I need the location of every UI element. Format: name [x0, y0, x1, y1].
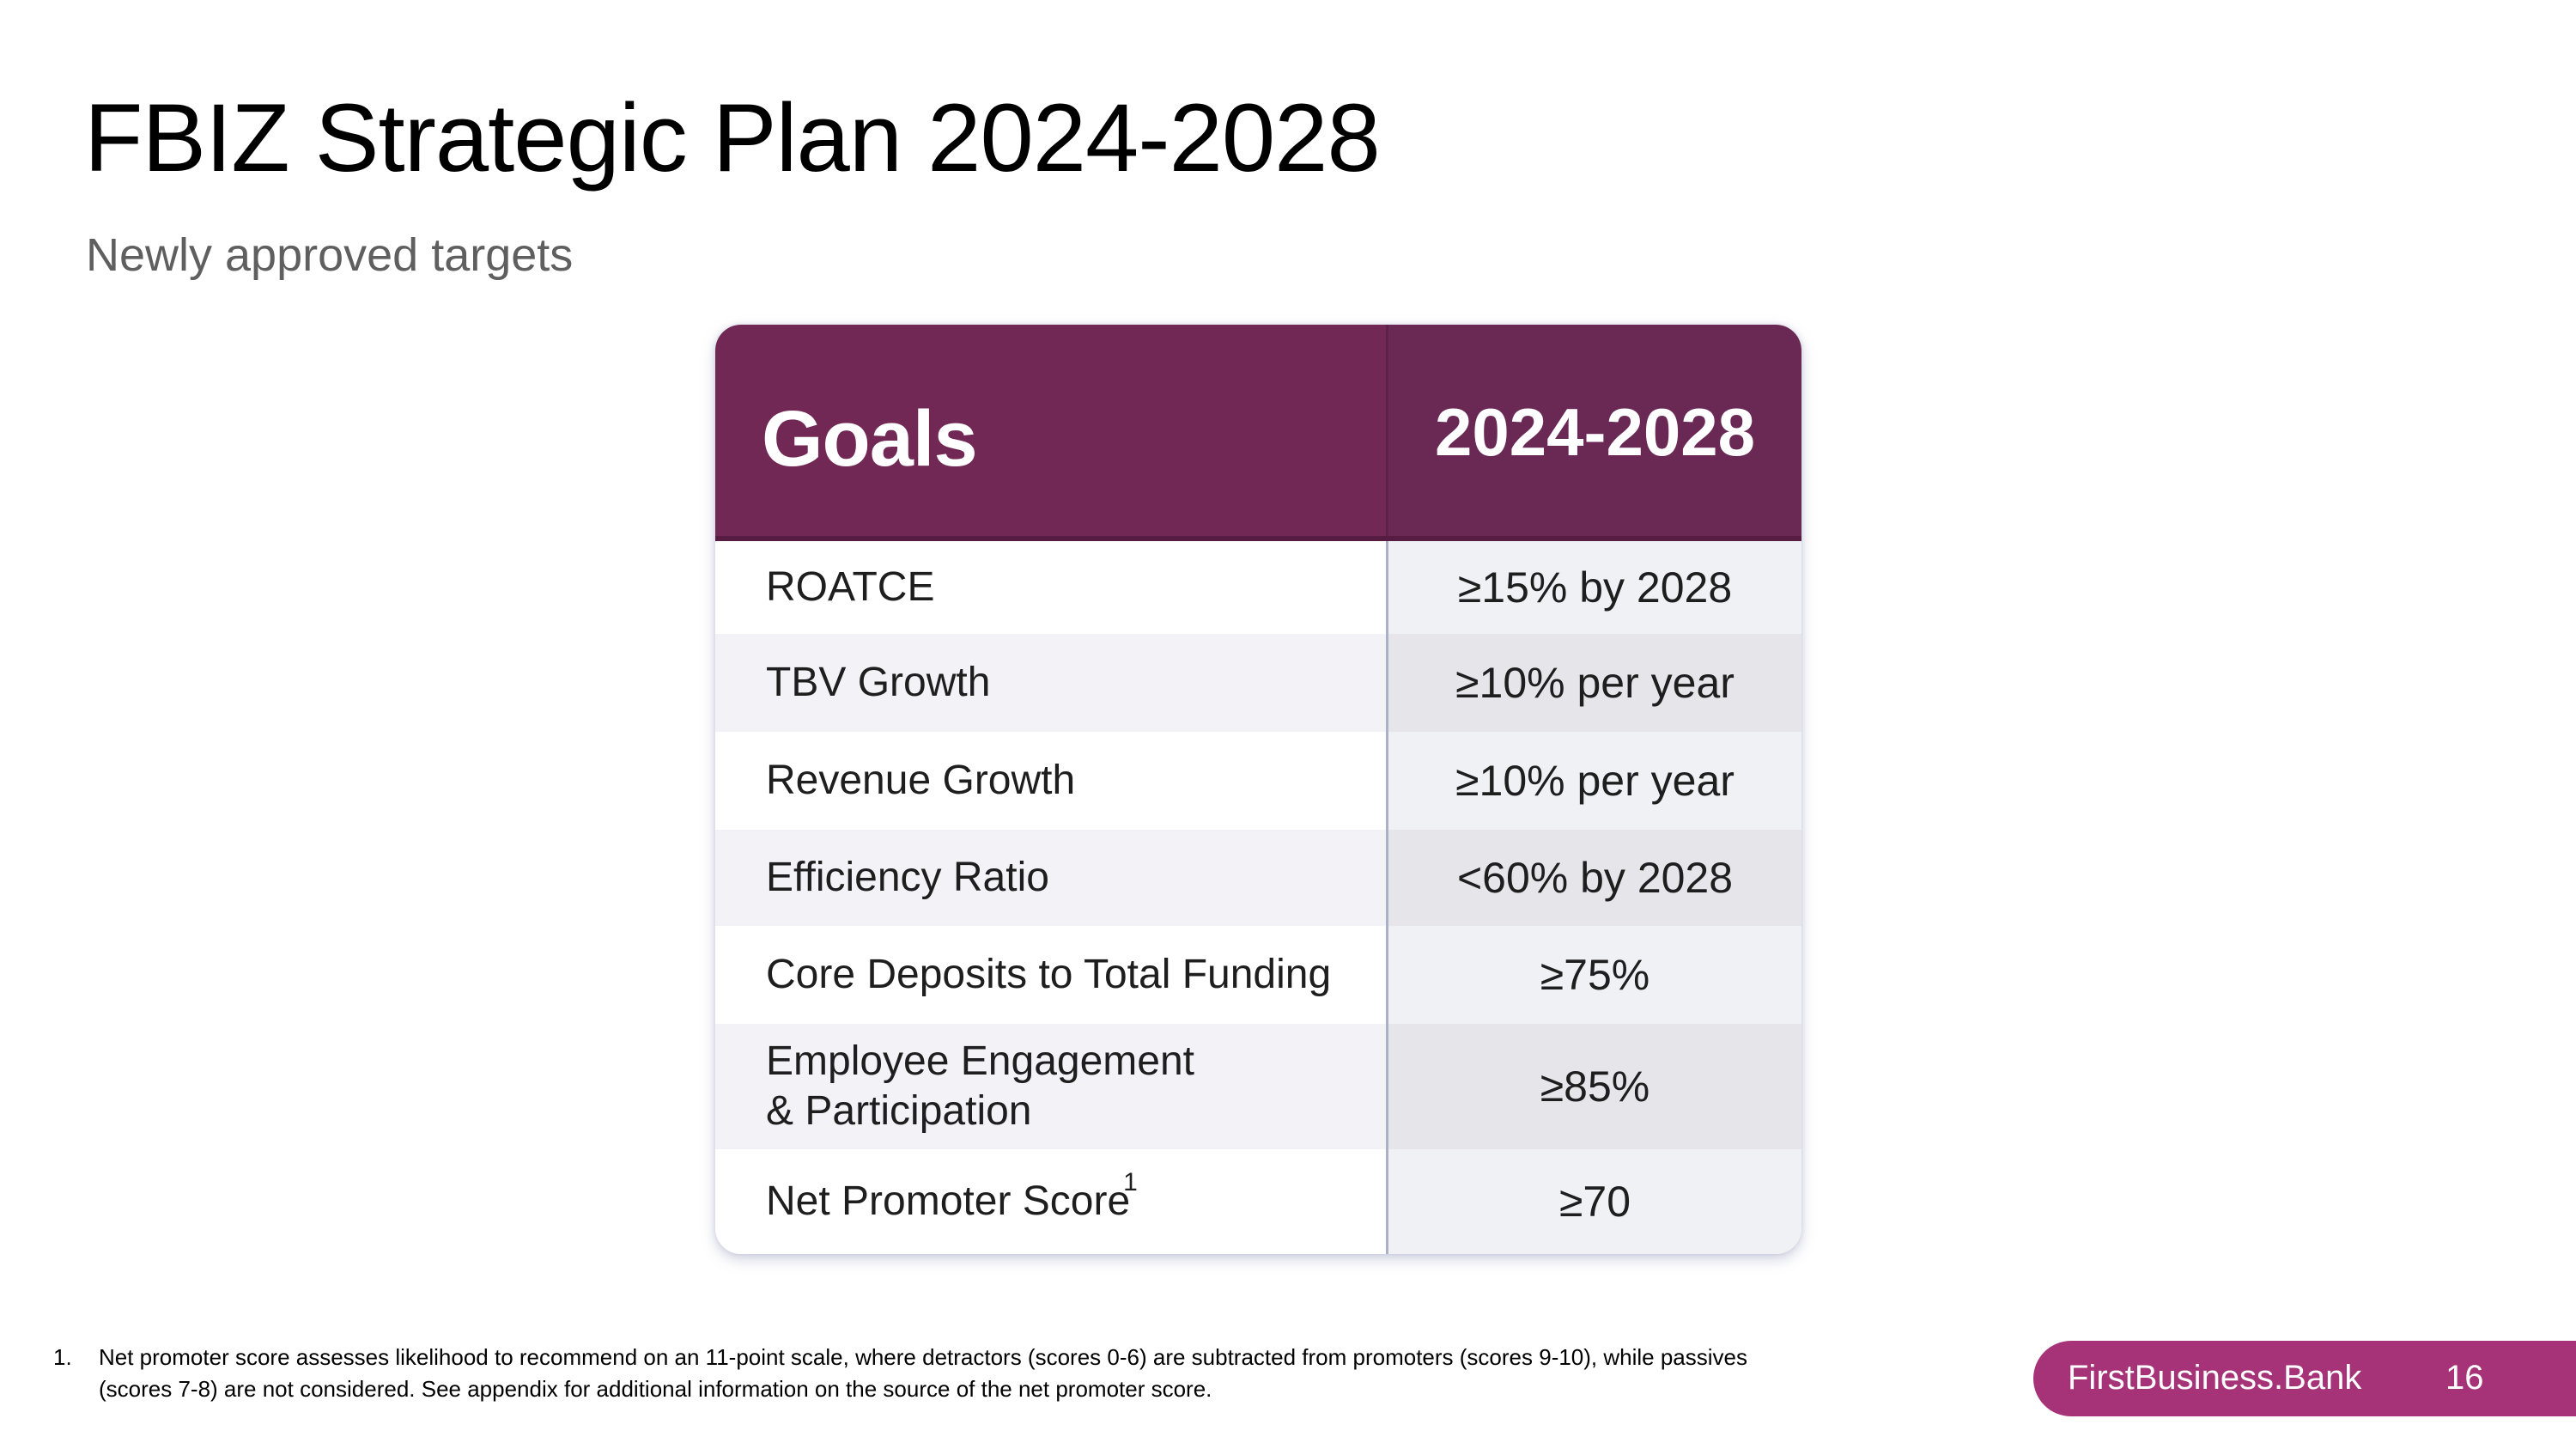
goal-target: ≥15% by 2028 — [1386, 541, 1801, 634]
table-row-employee-engagement: Employee Engagement & Participation ≥85% — [715, 1024, 1801, 1149]
goal-name: Revenue Growth — [715, 732, 1386, 830]
slide-subtitle: Newly approved targets — [86, 229, 574, 281]
footnote-line-2: (scores 7-8) are not considered. See app… — [99, 1376, 1212, 1402]
table-row-net-promoter-score: Net Promoter Score 1 ≥70 — [715, 1149, 1801, 1254]
footnote-line-1: Net promoter score assesses likelihood t… — [99, 1344, 1748, 1370]
goals-table: Goals 2024-2028 ROATCE ≥15% by 2028 TBV … — [715, 325, 1801, 1254]
table-body: ROATCE ≥15% by 2028 TBV Growth ≥10% per … — [715, 541, 1801, 1254]
footnote-number: 1. — [53, 1344, 72, 1370]
goal-name-text: Net Promoter Score — [766, 1178, 1131, 1224]
table-row-roatce: ROATCE ≥15% by 2028 — [715, 541, 1801, 634]
footnote: 1. Net promoter score assesses likelihoo… — [53, 1342, 1942, 1405]
goal-target: ≥70 — [1386, 1149, 1801, 1254]
table-row-core-deposits: Core Deposits to Total Funding ≥75% — [715, 926, 1801, 1024]
header-cell-period: 2024-2028 — [1386, 325, 1801, 541]
goal-target: ≥75% — [1386, 926, 1801, 1024]
goal-target: ≥10% per year — [1386, 732, 1801, 830]
goal-name: ROATCE — [715, 541, 1386, 634]
goal-name-line2: & Participation — [766, 1088, 1032, 1134]
header-period-label: 2024-2028 — [1434, 394, 1755, 470]
footnote-reference: 1 — [1123, 1168, 1138, 1196]
table-row-efficiency-ratio: Efficiency Ratio <60% by 2028 — [715, 830, 1801, 926]
table-header: Goals 2024-2028 — [715, 325, 1801, 541]
goal-target: ≥85% — [1386, 1024, 1801, 1149]
goal-target: <60% by 2028 — [1386, 830, 1801, 926]
header-cell-goals: Goals — [715, 325, 1386, 541]
goal-name: Employee Engagement & Participation — [715, 1024, 1386, 1149]
goal-target: ≥10% per year — [1386, 634, 1801, 732]
goal-name: Efficiency Ratio — [715, 830, 1386, 926]
brand-logo-text: FirstBusiness.Bank — [2068, 1359, 2362, 1397]
table-row-tbv-growth: TBV Growth ≥10% per year — [715, 634, 1801, 732]
table-row-revenue-growth: Revenue Growth ≥10% per year — [715, 732, 1801, 830]
goal-name-line1: Employee Engagement — [766, 1038, 1194, 1084]
goal-name: Core Deposits to Total Funding — [715, 926, 1386, 1024]
brand-badge: FirstBusiness.Bank 16 — [2033, 1341, 2576, 1416]
goal-name: TBV Growth — [715, 634, 1386, 732]
page-number: 16 — [2445, 1359, 2484, 1397]
slide-title: FBIZ Strategic Plan 2024-2028 — [84, 84, 1381, 192]
goal-name: Net Promoter Score 1 — [715, 1149, 1386, 1254]
header-goals-label: Goals — [762, 395, 978, 483]
